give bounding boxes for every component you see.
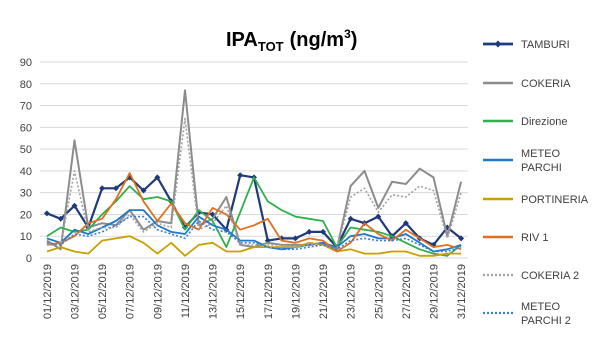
- series-meteo-parchi: [46, 209, 462, 253]
- data-point: [375, 213, 382, 220]
- y-tick-label: 70: [20, 101, 32, 113]
- legend-item: COKERIA 2: [483, 270, 579, 282]
- data-point: [43, 210, 50, 217]
- data-point: [99, 185, 106, 192]
- data-point: [402, 220, 409, 227]
- chart-title: IPATOT (ng/m3): [226, 27, 357, 54]
- x-tick-label: 17/12/2019: [263, 264, 275, 319]
- x-tick-label: 13/12/2019: [208, 264, 220, 319]
- x-tick-label: 19/12/2019: [290, 264, 302, 319]
- series-line: [46, 235, 462, 257]
- y-axis: 0 10 20 30 40 50 60 70 80 90: [20, 57, 32, 265]
- legend-marker: [494, 40, 502, 48]
- y-tick-label: 60: [20, 122, 32, 134]
- y-tick-label: 90: [20, 57, 32, 69]
- legend-label: METEO: [521, 148, 561, 160]
- chart-title-main: IPA: [226, 29, 258, 51]
- legend-item: PORTINERIA: [483, 194, 589, 206]
- x-axis: 01/12/2019 03/12/2019 05/12/2019 07/12/2019…: [42, 264, 468, 319]
- series-line: [46, 176, 462, 257]
- data-point: [292, 235, 299, 242]
- y-tick-label: 0: [26, 253, 32, 265]
- x-tick-label: 23/12/2019: [346, 264, 358, 319]
- legend-label: COKERIA: [521, 78, 571, 90]
- data-point: [237, 172, 244, 179]
- legend-label: PORTINERIA: [521, 194, 589, 206]
- data-point: [140, 187, 147, 194]
- y-tick-label: 10: [20, 231, 32, 243]
- chart-title-close: ): [351, 29, 358, 51]
- x-tick-label: 07/12/2019: [125, 264, 137, 319]
- x-tick-label: 25/12/2019: [373, 264, 385, 319]
- chart-title-sub: TOT: [258, 39, 284, 54]
- grid: [40, 61, 468, 259]
- series-portineria: [46, 235, 462, 257]
- legend-label: RIV 1: [521, 232, 549, 244]
- legend: TAMBURI COKERIA Direzione METEO PARCHI PORTIN…: [483, 39, 589, 327]
- x-tick-label: 15/12/2019: [235, 264, 247, 319]
- data-point: [306, 228, 313, 235]
- x-tick-label: 11/12/2019: [180, 264, 192, 318]
- data-point: [347, 215, 354, 222]
- chart-title-sup: 3: [344, 27, 351, 41]
- series-line: [46, 215, 462, 253]
- legend-label: METEO: [521, 301, 561, 313]
- x-tick-label: 01/12/2019: [42, 264, 54, 319]
- legend-label-line2: PARCHI: [521, 162, 562, 174]
- series-meteo-parchi-2: [46, 215, 462, 253]
- data-point: [57, 215, 64, 222]
- legend-item: METEO PARCHI: [483, 148, 562, 174]
- series-group: [43, 89, 465, 257]
- x-tick-label: 27/12/2019: [401, 264, 413, 319]
- y-tick-label: 80: [20, 79, 32, 91]
- y-tick-label: 40: [20, 166, 32, 178]
- data-point: [320, 228, 327, 235]
- legend-item: METEO PARCHI 2: [483, 301, 571, 327]
- legend-item: TAMBURI: [483, 39, 570, 51]
- y-tick-label: 30: [20, 188, 32, 200]
- series-line: [46, 209, 462, 253]
- chart-title-unit: (ng/m: [290, 29, 344, 51]
- legend-label-line2: PARCHI 2: [521, 315, 571, 327]
- legend-label: Direzione: [521, 116, 567, 128]
- legend-item: Direzione: [483, 116, 567, 128]
- x-tick-label: 31/12/2019: [456, 264, 468, 319]
- data-point: [458, 235, 465, 242]
- y-tick-label: 50: [20, 144, 32, 156]
- data-point: [71, 202, 78, 209]
- series-direzione: [46, 176, 462, 257]
- data-point: [154, 174, 161, 181]
- x-tick-label: 03/12/2019: [70, 264, 82, 319]
- legend-item: RIV 1: [483, 232, 549, 244]
- y-tick-label: 20: [20, 209, 32, 221]
- x-tick-label: 21/12/2019: [318, 264, 330, 319]
- data-point: [112, 185, 119, 192]
- x-tick-label: 05/12/2019: [97, 264, 109, 319]
- legend-item: COKERIA: [483, 78, 571, 90]
- legend-label: COKERIA 2: [521, 270, 579, 282]
- legend-label: TAMBURI: [521, 39, 570, 51]
- x-tick-label: 29/12/2019: [428, 264, 440, 319]
- x-tick-label: 09/12/2019: [152, 264, 164, 319]
